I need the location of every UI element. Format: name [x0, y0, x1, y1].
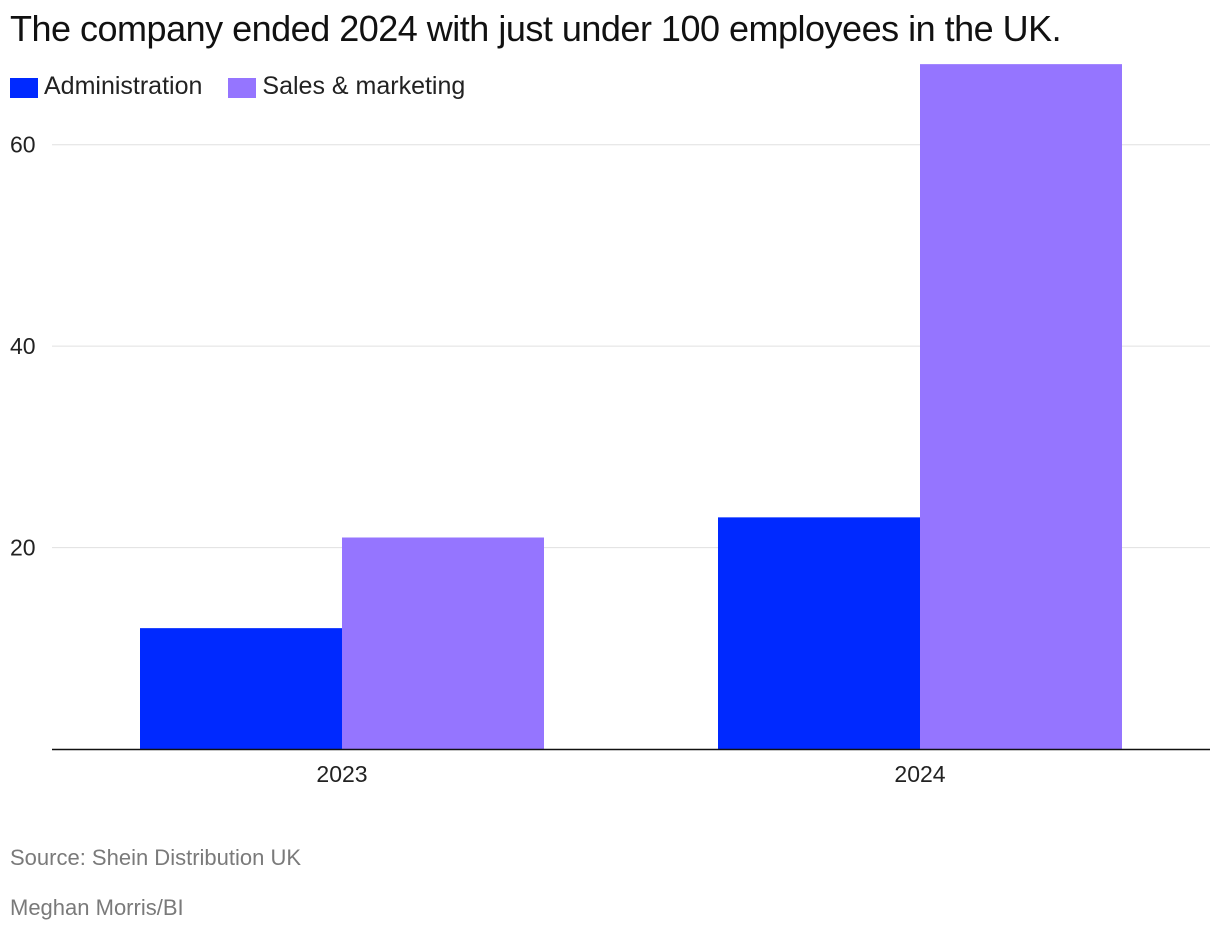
y-tick-label-60: 60 — [10, 132, 36, 158]
legend-label-administration: Administration — [44, 72, 203, 100]
bar-sales-and-marketing-2024 — [920, 64, 1122, 749]
label-layer: 20 40 60 2023 2024 — [10, 132, 946, 787]
bar-administration-2024 — [718, 517, 920, 749]
legend-item-administration: Administration — [10, 72, 202, 101]
bar-sales-and-marketing-2023 — [342, 537, 544, 749]
bar-layer — [140, 64, 1122, 749]
legend-swatch-administration — [10, 77, 38, 98]
legend-swatch-sales-marketing — [228, 77, 257, 98]
chart-title: The company ended 2024 with just under 1… — [10, 8, 1062, 49]
x-tick-label-2024: 2024 — [894, 761, 945, 787]
source-note: Source: Shein Distribution UK — [10, 845, 302, 870]
y-tick-label-20: 20 — [10, 535, 36, 561]
legend: Administration Sales & marketing — [10, 72, 491, 101]
y-tick-label-40: 40 — [10, 333, 36, 359]
bar-administration-2023 — [140, 628, 342, 749]
x-tick-label-2023: 2023 — [316, 761, 367, 787]
legend-item-sales-marketing: Sales & marketing — [228, 72, 465, 101]
bar-chart: 20 40 60 2023 2024 — [10, 64, 1210, 787]
legend-label-sales-marketing: Sales & marketing — [262, 72, 466, 100]
credit-note: Meghan Morris/BI — [10, 895, 184, 920]
